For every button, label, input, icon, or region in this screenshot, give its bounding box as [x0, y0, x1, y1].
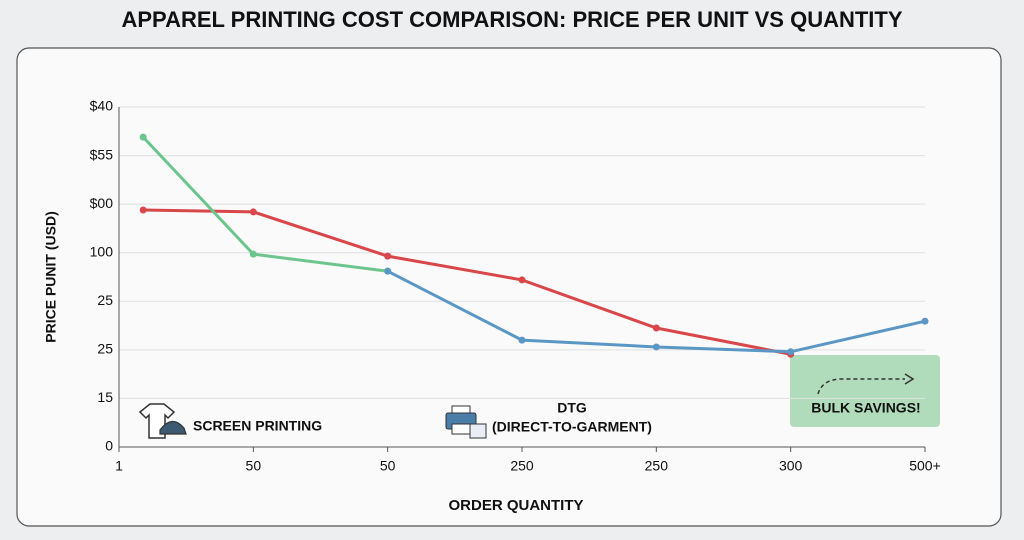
y-tick-label: 25 — [97, 341, 113, 357]
highlight-box — [790, 355, 940, 427]
x-axis-label: ORDER QUANTITY — [449, 497, 584, 514]
arrow — [817, 378, 905, 395]
x-tick-label: 50 — [380, 458, 396, 474]
arrow-head — [904, 373, 915, 385]
y-tick-label: $55 — [90, 146, 114, 162]
y-axis-label: PRICE PUNIT (USD) — [43, 211, 59, 342]
printer-icon — [445, 405, 487, 439]
legend-label: DTG — [557, 400, 587, 416]
data-point — [384, 252, 392, 260]
y-tick-label: 100 — [90, 243, 114, 259]
x-tick-label: 250 — [510, 458, 534, 474]
legend-label: SCREEN PRINTING — [193, 418, 322, 434]
annotation: BULK SAVINGS! — [811, 400, 920, 416]
x-tick-label: 1 — [115, 458, 123, 474]
x-tick-label: 500+ — [909, 458, 941, 474]
y-tick-label: 15 — [97, 389, 113, 405]
data-point — [787, 348, 795, 356]
panel — [16, 47, 1002, 527]
data-point — [249, 208, 257, 216]
legend-label: (DIRECT-TO-GARMENT) — [492, 419, 652, 435]
data-point — [518, 276, 526, 284]
data-point — [652, 324, 660, 332]
y-tick-label: 25 — [97, 292, 113, 308]
chart-title: APPAREL PRINTING COST COMPARISON: PRICE … — [121, 7, 902, 32]
x-tick-label: 250 — [645, 458, 669, 474]
series-line — [143, 208, 791, 356]
data-point — [652, 343, 660, 351]
data-point — [384, 267, 392, 275]
shirt-icon — [138, 403, 187, 439]
y-tick-label: 0 — [105, 438, 113, 454]
data-point — [921, 317, 929, 325]
y-tick-label: $40 — [90, 98, 114, 114]
data-point — [139, 133, 147, 141]
y-tick-label: $00 — [90, 195, 114, 211]
data-point — [518, 336, 526, 344]
data-point — [249, 250, 257, 258]
data-point — [139, 206, 147, 214]
x-tick-label: 300 — [779, 458, 803, 474]
x-tick-label: 50 — [246, 458, 262, 474]
